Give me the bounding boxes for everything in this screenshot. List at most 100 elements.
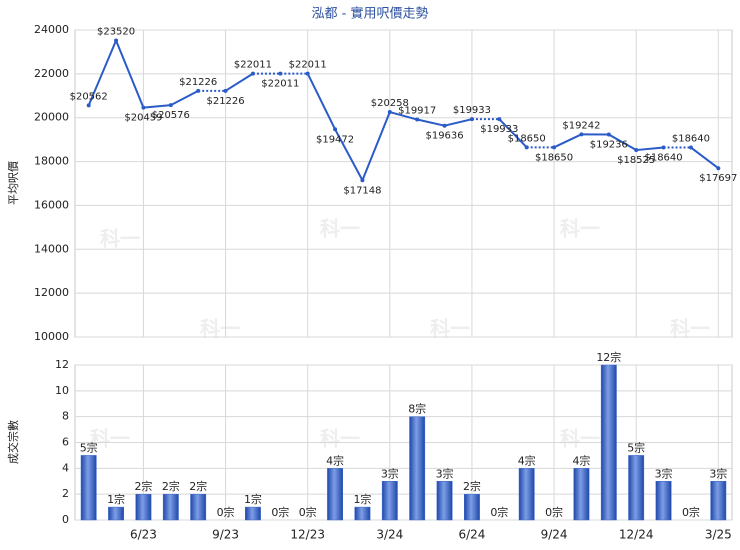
bar (409, 416, 426, 521)
y-tick-label: 6 (62, 436, 69, 449)
bar (518, 468, 535, 521)
data-label: $19236 (590, 139, 628, 150)
line-segment (636, 146, 664, 152)
bar (600, 364, 617, 521)
line-point (552, 145, 557, 150)
line-point (196, 88, 201, 93)
data-label: 1宗 (107, 492, 125, 506)
data-label: $22011 (261, 79, 299, 90)
data-label: $19636 (425, 131, 463, 142)
bar (80, 455, 97, 521)
bar (710, 481, 727, 521)
data-label: 3宗 (436, 466, 454, 480)
line-segment (334, 128, 364, 181)
line-point (114, 38, 119, 43)
data-label: $19917 (398, 106, 436, 117)
line-segment (87, 40, 117, 106)
line-point (606, 132, 611, 137)
line-segment (498, 118, 528, 149)
y-tick-label: 18000 (34, 155, 69, 168)
line-point (415, 117, 420, 122)
data-label: 4宗 (572, 453, 590, 467)
plot-frame (74, 29, 733, 338)
x-tick-label: 6/23 (130, 528, 157, 542)
line-point (661, 145, 666, 150)
x-tick-label: 9/23 (212, 528, 239, 542)
line-point (387, 110, 392, 115)
bar (464, 493, 480, 521)
line-point (579, 132, 584, 137)
y-tick-label: 10 (55, 384, 69, 397)
bar (108, 506, 124, 521)
data-label: $17148 (343, 185, 381, 196)
data-label: 0宗 (490, 505, 508, 519)
data-label: 3宗 (381, 466, 399, 480)
y-tick-label: 10000 (34, 330, 69, 343)
bar (190, 493, 207, 521)
data-label: 12宗 (596, 350, 621, 364)
line-segment (553, 133, 582, 149)
x-tick-label: 9/24 (541, 528, 568, 542)
data-label: 3宗 (655, 466, 673, 480)
y-tick-label: 8 (62, 410, 69, 423)
watermark: 科一 (560, 217, 600, 241)
line-point (223, 88, 228, 93)
bar (655, 481, 672, 521)
bar (162, 493, 179, 521)
line-segment (389, 111, 418, 121)
data-label: 2宗 (162, 479, 180, 493)
line-point (524, 145, 529, 150)
data-label: $22011 (234, 60, 272, 71)
chart-title: 泓都 - 實用呎價走勢 (312, 6, 429, 22)
line-point (442, 123, 447, 128)
bar (135, 493, 152, 521)
watermark: 科一 (320, 217, 360, 241)
data-label: $21226 (206, 96, 244, 107)
bar (327, 468, 343, 521)
data-label: 0宗 (299, 505, 317, 519)
line-point (168, 103, 173, 108)
data-label: 0宗 (217, 505, 235, 519)
line-segment (170, 89, 199, 106)
x-tick-label: 12/23 (290, 528, 325, 542)
line-point (688, 145, 693, 150)
data-label: $20562 (70, 91, 108, 102)
y-tick-label: 12 (55, 358, 69, 371)
data-label: 1宗 (353, 492, 371, 506)
data-label: $19933 (453, 105, 491, 116)
y-tick-label: 16000 (34, 198, 69, 211)
bar (381, 481, 398, 521)
x-tick-label: 12/24 (619, 528, 654, 542)
data-label: 4宗 (518, 453, 536, 467)
y-axis-label: 平均呎價 (6, 161, 20, 205)
line-point (278, 71, 283, 76)
data-label: $20459 (124, 113, 162, 124)
data-label: $18650 (535, 152, 573, 163)
data-label: $18525 (617, 155, 655, 166)
bar (245, 506, 261, 521)
y-tick-label: 4 (62, 461, 69, 474)
data-label: $19242 (562, 120, 600, 131)
data-label: 5宗 (627, 440, 645, 454)
data-label: 8宗 (408, 402, 426, 416)
line-segment (225, 72, 254, 92)
data-label: $17697 (699, 173, 737, 184)
data-label: $22011 (289, 60, 327, 71)
line-segment (416, 118, 445, 127)
watermark: 科一 (560, 427, 600, 451)
data-label: $19933 (480, 124, 518, 135)
y-tick-label: 20000 (34, 111, 69, 124)
data-label: $18650 (508, 133, 546, 144)
line-point (86, 103, 91, 108)
line-point (141, 105, 146, 110)
data-label: $18640 (644, 153, 682, 164)
bar (573, 468, 590, 521)
watermark: 科一 (90, 427, 130, 451)
y-tick-label: 14000 (34, 242, 69, 255)
line-point (250, 71, 255, 76)
line-point (305, 71, 310, 76)
x-tick-label: 6/24 (458, 528, 485, 542)
line-segment (143, 104, 171, 109)
y-axis-label: 成交宗數 (6, 420, 20, 464)
